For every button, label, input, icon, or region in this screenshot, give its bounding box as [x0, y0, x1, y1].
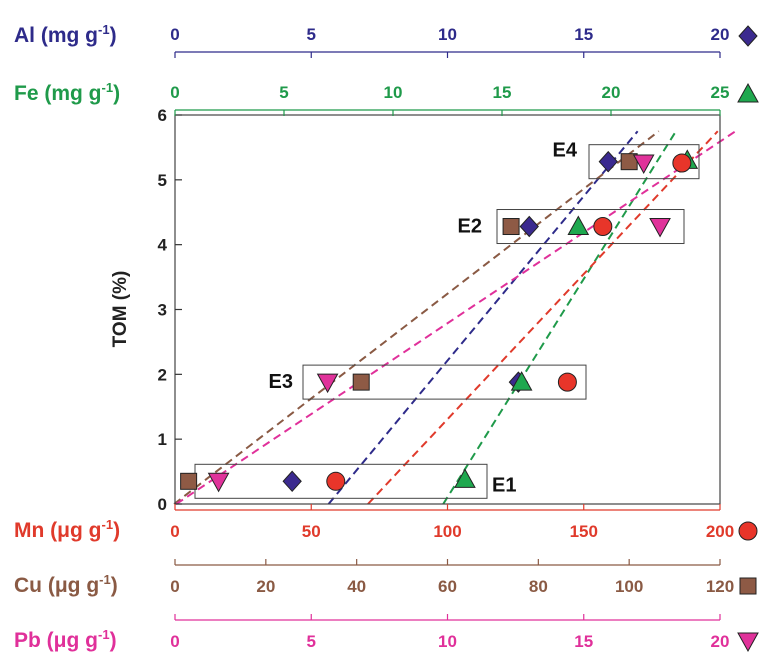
- mn-legend-marker: [738, 521, 758, 541]
- al-legend-marker: [738, 25, 758, 47]
- cu-trendline: [173, 130, 660, 505]
- fe-trendline: [442, 130, 677, 505]
- plot-area: [174, 114, 721, 505]
- pb-tick-label: 0: [170, 632, 179, 651]
- y-tick-label: 2: [158, 365, 167, 384]
- y-tick-label: 5: [158, 171, 167, 190]
- fe-tick-label: 5: [279, 83, 288, 102]
- pb-point: [632, 154, 655, 175]
- pb-tick-label: 10: [438, 632, 457, 651]
- mn-tick-label: 0: [170, 522, 179, 541]
- mn-point: [326, 471, 346, 491]
- group-box-e3: [302, 364, 587, 400]
- al-point: [519, 215, 539, 238]
- group-box-e4: [588, 144, 700, 180]
- y-tick-label: 3: [158, 301, 167, 320]
- group-label-e2: E2: [458, 216, 482, 238]
- mn-tick-label: 200: [706, 522, 734, 541]
- y-axis-label: TOM (%): [110, 271, 131, 348]
- y-tick-label: 6: [158, 106, 167, 125]
- cu-legend-marker: [739, 577, 757, 595]
- al-tick-label: 20: [711, 25, 730, 44]
- cu-point: [352, 373, 370, 391]
- pb-axis-title: Pb (μg g-1): [14, 627, 117, 652]
- fe-legend-marker: [737, 82, 759, 103]
- fe-tick-label: 0: [170, 83, 179, 102]
- group-box-e2: [496, 209, 685, 245]
- pb-point: [649, 218, 671, 238]
- mn-point: [672, 153, 692, 173]
- cu-point: [502, 218, 520, 236]
- al-trendline: [327, 130, 639, 505]
- fe-point: [454, 468, 476, 488]
- mn-tick-label: 150: [570, 522, 598, 541]
- y-axis: 0 1 2 3 4 5 6: [158, 106, 182, 514]
- mn-tick-label: 50: [302, 522, 321, 541]
- al-tick-label: 0: [170, 25, 179, 44]
- cu-tick-label: 80: [529, 577, 548, 596]
- mn-tick-label: 100: [433, 522, 461, 541]
- group-label-e4: E4: [553, 140, 578, 162]
- al-tick-label: 10: [438, 25, 457, 44]
- trendlines: [173, 130, 737, 505]
- fe-tick-label: 20: [602, 83, 621, 102]
- pb-trendline: [175, 130, 737, 505]
- fe-tick-label: 25: [711, 83, 730, 102]
- fe-axis-title: Fe (mg g-1): [14, 80, 120, 105]
- cu-tick-label: 120: [706, 577, 734, 596]
- fe-tick-label: 15: [493, 83, 512, 102]
- mn-axis-title: Mn (μg g-1): [14, 517, 120, 542]
- fe-point: [510, 371, 533, 391]
- al-tick-label: 15: [574, 25, 593, 44]
- pb-point: [316, 373, 339, 394]
- fe-tick-label: 10: [384, 83, 403, 102]
- group-label-e1: E1: [492, 474, 516, 496]
- al-point: [598, 150, 618, 173]
- cu-tick-label: 0: [170, 577, 179, 596]
- y-tick-label: 1: [158, 430, 167, 449]
- cu-tick-label: 20: [256, 577, 275, 596]
- mn-trendline: [367, 130, 719, 505]
- mn-point: [557, 372, 577, 392]
- pb-point: [207, 472, 230, 493]
- y-tick-label: 0: [158, 495, 167, 514]
- pb-tick-label: 15: [574, 632, 593, 651]
- al-tick-label: 5: [307, 25, 316, 44]
- cu-tick-label: 40: [347, 577, 366, 596]
- al-point: [282, 470, 302, 493]
- y-tick-label: 4: [158, 236, 168, 255]
- data-points: [180, 149, 699, 493]
- group-label-e3: E3: [269, 371, 293, 393]
- cu-tick-label: 100: [615, 577, 643, 596]
- al-axis-title: Al (mg g-1): [14, 22, 117, 47]
- mn-point: [593, 217, 613, 237]
- pb-tick-label: 20: [711, 632, 730, 651]
- group-boxes: E1 E3 E2 E4: [194, 140, 700, 499]
- cu-point: [180, 472, 198, 490]
- fe-point: [567, 215, 590, 236]
- cu-tick-label: 60: [438, 577, 457, 596]
- cu-axis-title: Cu (μg g-1): [14, 572, 118, 597]
- pb-legend-marker: [737, 632, 759, 653]
- pb-tick-label: 5: [307, 632, 316, 651]
